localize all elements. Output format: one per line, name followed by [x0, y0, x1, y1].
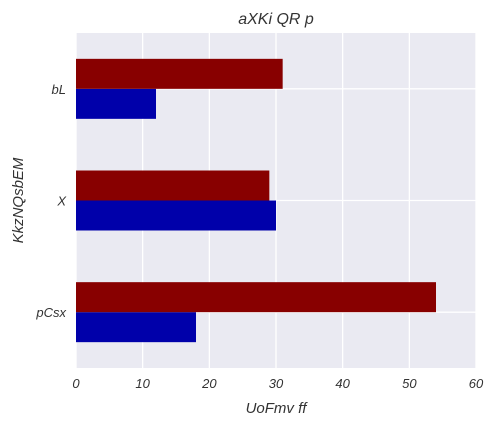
- y-tick-label: bL: [52, 82, 66, 97]
- y-tick-label: X: [56, 194, 67, 209]
- y-tick-label: pCsx: [35, 305, 66, 320]
- x-tick-label: 50: [402, 376, 417, 391]
- x-tick-labels: 0 10 20 30 40 50 60: [72, 376, 484, 391]
- x-axis-label: UoFmv ff: [246, 400, 309, 417]
- x-tick-label: 30: [269, 376, 284, 391]
- bar-red-x: [76, 170, 270, 201]
- bar-blue-pcsx: [76, 312, 196, 343]
- bar-red-bl: [76, 58, 283, 89]
- x-tick-label: 0: [72, 376, 80, 391]
- bar-red-pcsx: [76, 282, 436, 313]
- y-tick-labels: pCsx XbL: [35, 82, 67, 320]
- bars-group: [76, 58, 436, 343]
- x-tick-label: 10: [135, 376, 150, 391]
- x-tick-label: 40: [335, 376, 350, 391]
- x-tick-label: 20: [201, 376, 217, 391]
- bar-blue-x: [76, 200, 276, 231]
- x-tick-label: 60: [469, 376, 484, 391]
- bar-blue-bl: [76, 88, 156, 119]
- y-axis-label: KkzNQsbEM: [10, 157, 27, 243]
- chart-title: aXKi QR p: [238, 11, 314, 28]
